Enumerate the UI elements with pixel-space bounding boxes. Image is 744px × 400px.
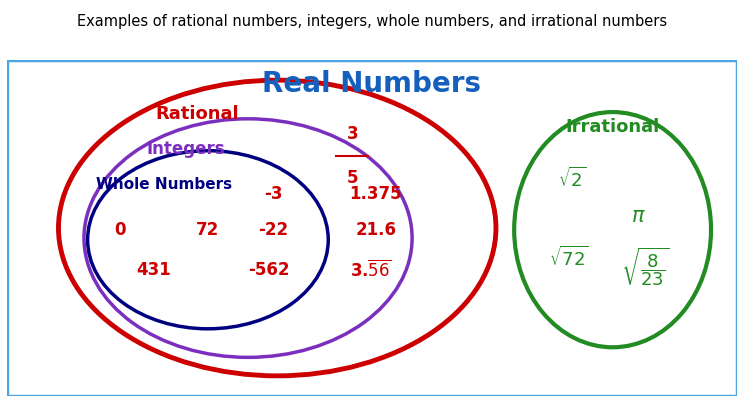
Text: Rational: Rational [155, 105, 239, 123]
Text: $\pi$: $\pi$ [631, 206, 646, 226]
Text: 431: 431 [136, 261, 170, 279]
Text: 3: 3 [347, 125, 358, 143]
Text: Integers: Integers [147, 140, 225, 158]
Text: Irrational: Irrational [565, 118, 660, 136]
Text: -3: -3 [264, 186, 283, 203]
Text: Examples of rational numbers, integers, whole numbers, and irrational numbers: Examples of rational numbers, integers, … [77, 14, 667, 29]
Text: 0: 0 [115, 221, 126, 239]
Text: 5: 5 [347, 169, 358, 186]
Text: $\sqrt{\dfrac{8}{23}}$: $\sqrt{\dfrac{8}{23}}$ [621, 246, 670, 288]
Text: 21.6: 21.6 [355, 221, 396, 239]
Text: $\sqrt{2}$: $\sqrt{2}$ [558, 167, 587, 191]
Text: Real Numbers: Real Numbers [263, 70, 481, 98]
FancyBboxPatch shape [7, 60, 737, 396]
Text: 1.375: 1.375 [350, 186, 402, 203]
Text: 72: 72 [196, 221, 219, 239]
Text: -562: -562 [248, 261, 289, 279]
Text: -22: -22 [258, 221, 289, 239]
Text: $\sqrt{72}$: $\sqrt{72}$ [549, 246, 589, 270]
Text: 3.$\overline{56}$: 3.$\overline{56}$ [350, 260, 391, 280]
Text: Whole Numbers: Whole Numbers [96, 177, 232, 192]
